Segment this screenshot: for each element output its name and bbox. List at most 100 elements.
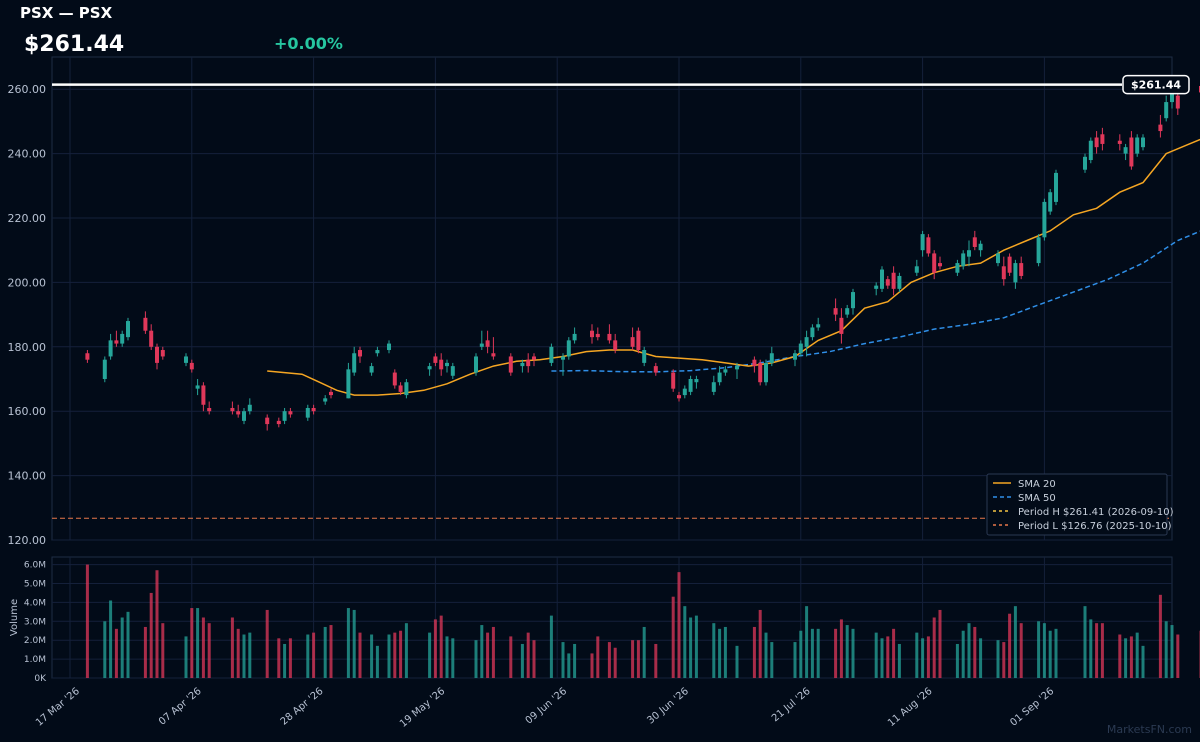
candle (433, 353, 438, 367)
volume-bar (671, 596, 675, 678)
candle (352, 346, 357, 376)
candle (126, 317, 130, 341)
candle (711, 375, 716, 396)
candle-body (508, 356, 513, 373)
candle-body (520, 362, 525, 367)
candle-body (752, 359, 757, 367)
price-tick-label: 120.00 (8, 534, 47, 547)
candle-body (439, 359, 444, 370)
price-tick-label: 160.00 (8, 405, 47, 418)
candle (561, 353, 565, 376)
candle-body (474, 356, 478, 373)
volume-bar (1048, 630, 1052, 678)
volume-bar (1095, 623, 1099, 678)
candle (926, 234, 931, 257)
candle-body (184, 356, 188, 363)
candle-body (236, 411, 241, 415)
candle (450, 362, 455, 379)
candle-body (352, 353, 357, 373)
volume-bar (143, 626, 147, 678)
volume-bar (921, 638, 925, 678)
candle (439, 353, 444, 376)
candle-body (891, 272, 896, 289)
candle-body (717, 372, 722, 383)
volume-bar (799, 630, 803, 678)
candle (717, 366, 722, 386)
volume-bar (1002, 642, 1006, 678)
candle-body (1100, 134, 1105, 144)
candle (688, 375, 693, 396)
candle-body (874, 285, 879, 289)
candle (479, 330, 484, 351)
candle (613, 333, 618, 354)
x-tick-label: 11 Aug '26 (886, 686, 935, 729)
candle (305, 404, 310, 421)
candle (375, 346, 380, 357)
volume-bar (1135, 632, 1139, 678)
volume-bar (1019, 623, 1023, 678)
candle-body (851, 292, 855, 309)
candle (1048, 189, 1053, 215)
candle-body (920, 234, 925, 251)
candle (1013, 259, 1018, 289)
volume-bar (631, 640, 635, 678)
candle-body (810, 327, 815, 338)
candle (874, 282, 879, 296)
candle (595, 327, 600, 341)
candle (526, 353, 531, 373)
candle (282, 407, 287, 425)
candle-body (1042, 201, 1047, 238)
volume-bar (851, 628, 855, 678)
volume-bar (526, 632, 530, 678)
candle-body (404, 382, 409, 396)
volume-bar (839, 619, 843, 678)
volume-bar (451, 638, 455, 678)
legend-item-label: Period H $261.41 (2026-09-10) (1018, 507, 1174, 518)
candle (160, 346, 165, 360)
volume-bar (932, 617, 936, 678)
volume-bar (886, 636, 890, 678)
candle (677, 391, 681, 402)
candle (247, 398, 252, 415)
candle (184, 353, 188, 367)
legend-item-label: SMA 50 (1018, 493, 1056, 504)
candle-body (311, 407, 316, 412)
volume-bar (387, 634, 391, 678)
candle (932, 250, 937, 280)
legend-box (986, 473, 1168, 536)
x-tick-label: 17 Mar '26 (34, 686, 82, 729)
candle (369, 362, 374, 376)
candle (839, 308, 844, 344)
candle (1083, 153, 1087, 173)
volume-bar (735, 645, 739, 678)
volume-bar (230, 617, 234, 678)
candle-body (769, 353, 774, 363)
candle-body (932, 253, 937, 273)
volume-bar (561, 642, 565, 678)
candle (1129, 131, 1134, 170)
candle (242, 407, 246, 425)
volume-bar (1089, 619, 1093, 678)
candle-body (816, 324, 821, 328)
candle-body (607, 333, 612, 341)
volume-bar (677, 572, 681, 678)
candle (346, 362, 351, 399)
candle (114, 330, 119, 347)
x-tick-label: 01 Sep '26 (1008, 686, 1056, 729)
candle-body (967, 250, 971, 257)
candle-body (1164, 102, 1169, 119)
volume-bar (1042, 623, 1046, 678)
candle-body (276, 420, 281, 425)
volume-bar (445, 636, 449, 678)
volume-bar (897, 643, 901, 678)
candle-body (1013, 263, 1018, 283)
candle (520, 359, 525, 373)
volume-bar (352, 609, 356, 678)
price-tick-label: 140.00 (8, 470, 47, 483)
candle (885, 275, 890, 289)
candle-body (247, 404, 252, 412)
candle (323, 395, 328, 405)
volume-bar (1100, 623, 1104, 678)
candle (630, 327, 635, 351)
candle-body (201, 385, 206, 405)
